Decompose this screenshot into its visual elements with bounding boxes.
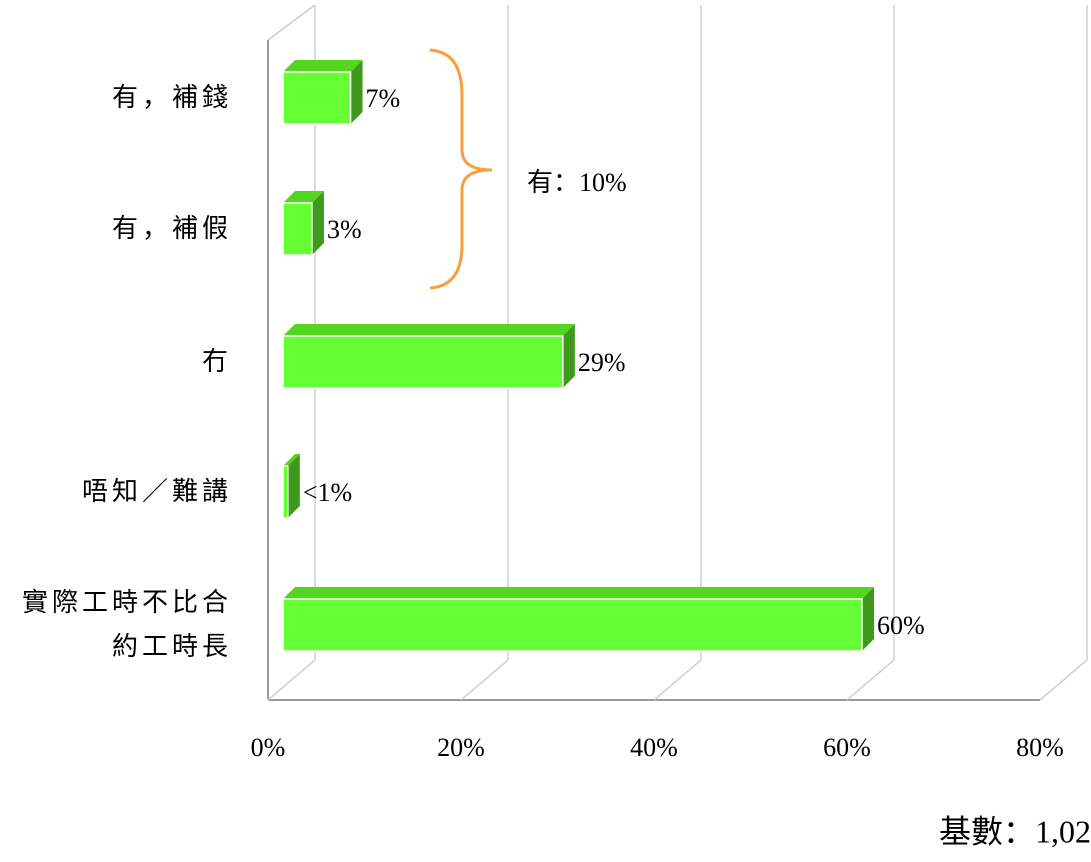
- x-tick-label: 20%: [437, 733, 485, 762]
- y-tick-label: 有，補假: [111, 214, 232, 243]
- x-tick-label: 0%: [251, 733, 286, 762]
- data-label: <1%: [303, 478, 352, 507]
- annotation: 有：10%: [527, 168, 627, 197]
- brace: [429, 48, 493, 290]
- bar-side: [562, 324, 575, 388]
- bar: [282, 598, 863, 652]
- x-tick-label: 80%: [1016, 733, 1064, 762]
- plot: 0% 20% 40% 60% 80% 7% 3% 29% <1% 60%: [251, 4, 1088, 762]
- bar-top: [283, 60, 363, 72]
- bar: [282, 71, 352, 125]
- bar-top: [283, 191, 324, 203]
- bar-side: [311, 191, 324, 255]
- grid-line: [1039, 659, 1088, 701]
- grid-line: [267, 659, 316, 701]
- grid-line: [846, 659, 895, 701]
- bar-top: [283, 587, 874, 599]
- y-tick-label: 有，補錢: [111, 83, 232, 112]
- data-label: 29%: [578, 348, 626, 377]
- axis-line: [267, 4, 316, 41]
- data-label: 3%: [327, 215, 362, 244]
- x-tick-label: 60%: [823, 733, 871, 762]
- grid-line: [460, 659, 509, 701]
- data-label: 60%: [877, 611, 925, 640]
- bar-side: [350, 60, 363, 124]
- bar-top: [283, 454, 300, 466]
- y-tick-label: 唔知／難講: [81, 477, 232, 506]
- bar-side: [862, 587, 874, 651]
- footnote: 基數：1,02: [939, 813, 1091, 849]
- x-tick-label: 40%: [630, 733, 678, 762]
- bar: [282, 465, 289, 519]
- y-tick-label: 冇: [201, 347, 232, 376]
- bar-side: [287, 454, 300, 518]
- bar: [282, 335, 564, 389]
- bar: [282, 202, 313, 256]
- y-tick-label: 實際工時不比合約工時長: [21, 588, 232, 661]
- bar-top: [283, 324, 575, 336]
- data-label: 7%: [366, 84, 401, 113]
- grid-line: [653, 659, 702, 701]
